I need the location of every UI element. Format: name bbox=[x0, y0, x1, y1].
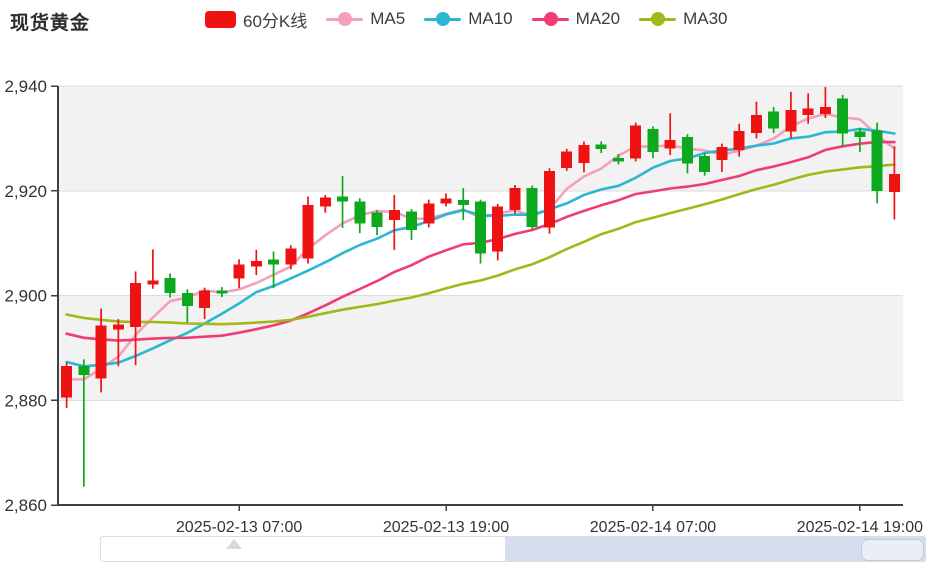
candle[interactable] bbox=[647, 126, 659, 159]
ma-line-marker-icon bbox=[424, 12, 462, 26]
legend-label: MA5 bbox=[370, 9, 406, 28]
candle[interactable] bbox=[526, 185, 538, 231]
x-axis-label: 2025-02-13 19:00 bbox=[383, 519, 509, 536]
candle[interactable] bbox=[440, 193, 452, 207]
candle[interactable] bbox=[802, 93, 814, 124]
x-axis-label: 2025-02-14 07:00 bbox=[590, 519, 716, 536]
candle[interactable] bbox=[785, 91, 797, 139]
candle[interactable] bbox=[61, 362, 73, 409]
ma30-line bbox=[65, 163, 896, 326]
kline-swatch-icon bbox=[205, 10, 236, 28]
candle[interactable] bbox=[457, 188, 469, 221]
y-axis-label: 2,860 bbox=[4, 496, 47, 515]
legend-label: 60分K线 bbox=[243, 11, 308, 31]
legend-item-ma10[interactable]: MA10 bbox=[424, 9, 513, 29]
legend-item-ma30[interactable]: MA30 bbox=[639, 9, 727, 29]
candle[interactable] bbox=[871, 122, 883, 204]
candle[interactable] bbox=[354, 198, 366, 234]
candle[interactable] bbox=[78, 359, 90, 487]
candle[interactable] bbox=[199, 287, 211, 320]
candle[interactable] bbox=[750, 101, 762, 139]
x-axis-label: 2025-02-13 07:00 bbox=[176, 519, 302, 536]
candle[interactable] bbox=[285, 245, 297, 270]
candle[interactable] bbox=[888, 146, 900, 220]
candle[interactable] bbox=[664, 113, 676, 156]
candle[interactable] bbox=[819, 87, 831, 118]
legend-label: MA20 bbox=[575, 9, 621, 28]
candle[interactable] bbox=[492, 203, 504, 261]
candle[interactable] bbox=[337, 176, 349, 228]
legend: 60分K线 MA5 MA10 MA20 MA30 bbox=[205, 7, 727, 32]
legend-item-ma5[interactable]: MA5 bbox=[326, 9, 405, 29]
candle[interactable] bbox=[164, 273, 176, 298]
candle[interactable] bbox=[423, 199, 435, 228]
y-axis-label: 2,880 bbox=[4, 391, 47, 410]
candle[interactable] bbox=[699, 153, 711, 176]
data-zoom-slider[interactable] bbox=[100, 536, 926, 562]
candle[interactable] bbox=[768, 106, 780, 134]
candle[interactable] bbox=[578, 141, 590, 173]
candle[interactable] bbox=[371, 210, 383, 236]
legend-label: MA10 bbox=[468, 9, 513, 28]
y-axis-label: 2,900 bbox=[4, 287, 47, 306]
candle[interactable] bbox=[233, 259, 245, 289]
data-shadow-peak-icon bbox=[226, 539, 242, 549]
candle[interactable] bbox=[181, 289, 193, 323]
y-axis-label: 2,920 bbox=[4, 182, 47, 201]
candle[interactable] bbox=[130, 271, 142, 366]
y-axis-label: 2,940 bbox=[4, 77, 47, 96]
grid-band bbox=[58, 295, 903, 401]
candle[interactable] bbox=[95, 308, 107, 393]
candle[interactable] bbox=[543, 168, 555, 234]
candle[interactable] bbox=[319, 194, 331, 213]
candle[interactable] bbox=[561, 148, 573, 171]
legend-item-ma20[interactable]: MA20 bbox=[531, 9, 621, 29]
legend-label: MA30 bbox=[683, 9, 728, 28]
chart-title: 现货黄金 bbox=[10, 13, 91, 34]
candle[interactable] bbox=[250, 249, 262, 276]
data-zoom-handle-window[interactable] bbox=[861, 539, 924, 561]
candle[interactable] bbox=[147, 249, 159, 289]
grid-band bbox=[58, 86, 903, 191]
legend-item-kline[interactable]: 60分K线 bbox=[205, 7, 307, 32]
candle[interactable] bbox=[716, 143, 728, 172]
candle[interactable] bbox=[216, 287, 228, 298]
candle[interactable] bbox=[268, 251, 280, 289]
candle[interactable] bbox=[681, 134, 693, 174]
candle[interactable] bbox=[112, 319, 124, 367]
candle[interactable] bbox=[630, 122, 642, 162]
ma-line-marker-icon bbox=[639, 12, 677, 26]
x-axis-label: 2025-02-14 19:00 bbox=[797, 519, 923, 536]
candle[interactable] bbox=[302, 196, 314, 264]
candle[interactable] bbox=[612, 154, 624, 165]
ma-line-marker-icon bbox=[531, 12, 569, 26]
candle[interactable] bbox=[595, 141, 607, 154]
candle[interactable] bbox=[406, 209, 418, 240]
candle[interactable] bbox=[509, 184, 521, 214]
price-chart[interactable]: 2,940 2,920 2,900 2,880 2,860 2025-02-13 07:0… bbox=[0, 0, 933, 547]
ma-line-marker-icon bbox=[326, 12, 364, 26]
chart-header: 现货黄金 60分K线 MA5 MA10 MA20 MA30 bbox=[0, 0, 933, 40]
candle[interactable] bbox=[854, 127, 866, 152]
candle[interactable] bbox=[733, 123, 745, 157]
candle[interactable] bbox=[837, 94, 849, 147]
candle[interactable] bbox=[388, 194, 400, 250]
candle[interactable] bbox=[475, 199, 486, 264]
